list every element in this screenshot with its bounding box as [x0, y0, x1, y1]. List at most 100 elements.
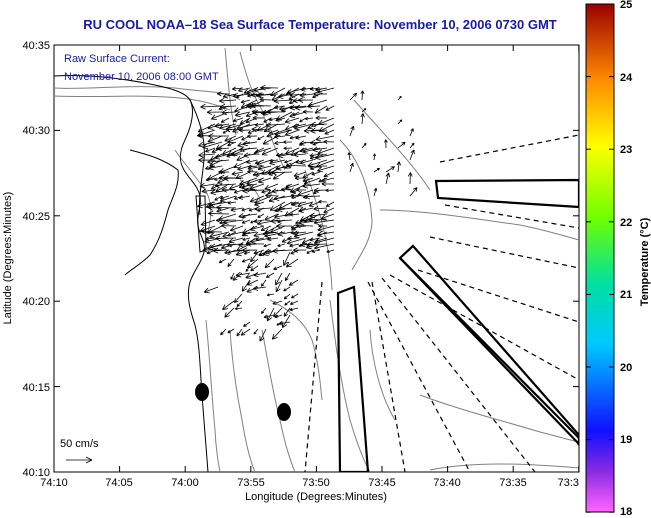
current-vector [373, 187, 378, 197]
current-vector [274, 213, 293, 220]
current-vector [237, 165, 251, 171]
current-vector [384, 139, 388, 149]
current-vector [243, 321, 251, 327]
colorbar-tick-label: 22 [620, 217, 632, 229]
x-tick-label: 73:35 [499, 477, 527, 489]
current-vector [274, 314, 283, 319]
current-vector [253, 249, 265, 255]
current-vector [273, 195, 293, 201]
current-vector [311, 249, 321, 253]
current-vector [257, 165, 272, 171]
current-vector [360, 90, 365, 101]
current-vector [313, 91, 328, 97]
current-vector [253, 328, 259, 335]
current-vector [278, 320, 291, 326]
current-vector [317, 147, 335, 155]
current-vector [285, 258, 299, 268]
current-vector [242, 140, 258, 147]
current-vector [253, 272, 267, 278]
current-vector [298, 207, 314, 213]
current-vector [323, 139, 335, 144]
current-vector [243, 152, 258, 158]
colorbar-tick-label: 18 [620, 506, 632, 518]
current-vector [236, 300, 243, 307]
current-vector [373, 153, 376, 161]
current-vector [289, 243, 300, 248]
current-vector [264, 183, 279, 191]
current-vector [254, 201, 265, 207]
current-vector [200, 103, 223, 110]
current-vector [314, 105, 328, 114]
map-title: RU COOL NOAA–18 Sea Surface Temperature:… [83, 17, 557, 32]
current-vector [313, 187, 328, 193]
current-vector [273, 98, 293, 104]
current-vector [310, 127, 328, 134]
current-vector [205, 177, 216, 182]
colorbar-tick-label: 20 [620, 362, 632, 374]
current-vector [385, 172, 391, 185]
current-vector [289, 111, 307, 119]
current-vector [325, 188, 335, 193]
y-tick-label: 40:20 [22, 296, 50, 308]
x-tick-label: 73:45 [368, 477, 396, 489]
current-vector [227, 201, 237, 205]
current-vector [279, 105, 300, 112]
current-vector [320, 213, 335, 220]
current-vector [283, 307, 291, 317]
current-vector [349, 125, 355, 137]
coastline [54, 74, 209, 472]
current-vector [409, 142, 415, 149]
current-vector [219, 123, 237, 130]
current-vector [201, 188, 216, 194]
y-tick-label: 40:30 [22, 125, 50, 137]
current-vector [294, 123, 314, 131]
current-vector [308, 163, 328, 170]
current-vector [289, 92, 307, 98]
current-vector [284, 159, 293, 164]
current-vector [218, 258, 227, 264]
colorbar-ticks [586, 3, 614, 513]
current-vector [289, 307, 299, 312]
current-vector [291, 201, 307, 207]
current-label: Raw Surface Current: [64, 53, 170, 65]
current-vector [269, 159, 286, 166]
current-vector [247, 134, 258, 139]
current-vector [276, 223, 293, 229]
current-vector [265, 122, 286, 128]
colorbar-tick-label: 25 [620, 0, 632, 11]
current-vector [240, 328, 251, 336]
current-vector [232, 117, 244, 123]
current-vector [247, 169, 258, 174]
current-vector [276, 206, 293, 213]
current-vector [409, 128, 414, 137]
current-vector [292, 230, 307, 236]
current-vector [231, 171, 244, 176]
current-vector [210, 243, 230, 250]
current-vector [272, 300, 283, 305]
current-vector [277, 93, 293, 99]
buoy-marker [195, 383, 209, 401]
current-vector [315, 115, 328, 121]
current-vector [253, 231, 272, 238]
colorbar-tick-labels: 25 24 23 22 21 20 19 18 [620, 0, 633, 518]
current-vector [407, 172, 413, 185]
current-vector [215, 217, 237, 224]
current-vector [246, 286, 259, 293]
current-vector [396, 161, 401, 173]
current-vector [251, 126, 272, 133]
current-vector [250, 265, 259, 272]
current-vector [241, 219, 251, 224]
current-vector [267, 236, 279, 242]
current-vector [201, 228, 223, 235]
current-vector [269, 201, 286, 211]
current-vector [360, 113, 365, 125]
current-vector [198, 152, 216, 158]
current-vector [284, 129, 300, 137]
current-vector [321, 181, 335, 187]
current-vector [324, 129, 335, 135]
current-vector [227, 258, 235, 267]
y-axis-label: Latitude (Degrees:Minutes) [2, 192, 14, 325]
current-vector [288, 279, 299, 286]
plot-frame [53, 44, 580, 473]
